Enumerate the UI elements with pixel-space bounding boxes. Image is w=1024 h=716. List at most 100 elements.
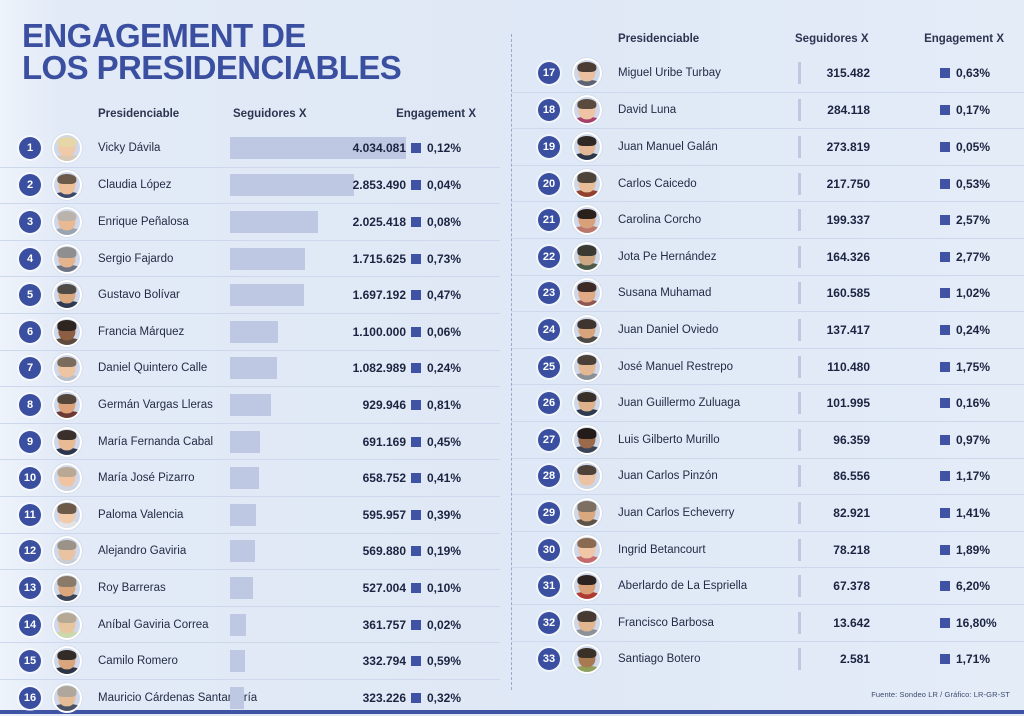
table-row[interactable]: 12 Alejandro Gaviria 569.880 0,19%: [0, 532, 500, 570]
header-presidenciable: Presidenciable: [98, 108, 180, 120]
engagement-cell: 1,75%: [940, 360, 990, 374]
followers-value: 1.697.192: [352, 288, 406, 303]
table-row[interactable]: 8 Germán Vargas Lleras 929.946 0,81%: [0, 386, 500, 423]
table-row[interactable]: 17 Miguel Uribe Turbay 315.482 0,63%: [512, 55, 1024, 92]
rank-badge: 24: [538, 318, 560, 341]
followers-bar: [798, 99, 801, 122]
followers-value: 13.642: [833, 615, 870, 630]
table-row[interactable]: 21 Carolina Corcho 199.337 2,57%: [512, 201, 1024, 238]
engagement-swatch-icon: [940, 178, 950, 189]
table-row[interactable]: 29 Juan Carlos Echeverry 82.921 1,41%: [512, 494, 1024, 531]
followers-value: 110.480: [827, 359, 870, 374]
engagement-value: 0,04%: [427, 178, 462, 193]
followers-value: 361.757: [362, 617, 406, 632]
followers-value: 160.585: [826, 286, 870, 301]
avatar: [572, 168, 602, 199]
table-row[interactable]: 23 Susana Muhamad 160.585 1,02%: [512, 274, 1024, 312]
engagement-cell: 2,77%: [940, 250, 990, 264]
followers-value: 527.004: [362, 580, 406, 595]
table-row[interactable]: 16 Mauricio Cárdenas Santamaría 323.226 0,3…: [0, 678, 500, 716]
engagement-swatch-icon: [411, 692, 421, 703]
rank-badge: 11: [19, 503, 41, 526]
table-row[interactable]: 26 Juan Guillermo Zuluaga 101.995 0,16%: [512, 384, 1024, 421]
table-row[interactable]: 18 David Luna 284.118 0,17%: [512, 91, 1024, 129]
avatar: [52, 353, 82, 384]
followers-bar-track: [230, 284, 406, 307]
engagement-value: 0,16%: [956, 396, 991, 411]
table-row[interactable]: 7 Daniel Quintero Calle 1.082.989 0,24%: [0, 349, 500, 387]
presidenciable-name: Luis Gilberto Murillo: [618, 433, 720, 446]
followers-bar: [798, 501, 801, 524]
table-row[interactable]: 4 Sergio Fajardo 1.715.625 0,73%: [0, 239, 500, 277]
left-column-header: Presidenciable Seguidores X Engagement X: [0, 108, 500, 130]
table-row[interactable]: 9 María Fernanda Cabal 691.169 0,45%: [0, 422, 500, 460]
engagement-swatch-icon: [940, 434, 950, 445]
engagement-cell: 0,81%: [411, 398, 461, 412]
avatar: [572, 571, 602, 602]
rank-badge: 7: [19, 357, 41, 380]
presidenciable-name: Ingrid Betancourt: [618, 543, 706, 556]
rank-badge: 3: [19, 210, 41, 233]
table-row[interactable]: 25 José Manuel Restrepo 110.480 1,75%: [512, 347, 1024, 385]
table-row[interactable]: 22 Jota Pe Hernández 164.326 2,77%: [512, 237, 1024, 275]
followers-bar-track: [798, 355, 820, 378]
engagement-swatch-icon: [411, 509, 421, 520]
followers-value: 67.378: [833, 579, 870, 594]
table-row[interactable]: 2 Claudia López 2.853.490 0,04%: [0, 166, 500, 204]
table-row[interactable]: 31 Aberlardo de La Espriella 67.378 6,20%: [512, 567, 1024, 604]
followers-bar: [230, 210, 319, 233]
avatar: [572, 534, 602, 565]
table-row[interactable]: 5 Gustavo Bolívar 1.697.192 0,47%: [0, 276, 500, 313]
presidenciable-name: Carlos Caicedo: [618, 177, 697, 190]
table-row[interactable]: 30 Ingrid Betancourt 78.218 1,89%: [512, 530, 1024, 568]
engagement-swatch-icon: [940, 105, 950, 116]
presidenciable-name: Susana Muhamad: [618, 287, 712, 300]
engagement-cell: 0,59%: [411, 654, 461, 668]
engagement-swatch-icon: [940, 581, 950, 592]
engagement-swatch-icon: [940, 68, 950, 79]
presidenciable-name: Aberlardo de La Espriella: [618, 580, 748, 593]
followers-bar-track: [230, 320, 406, 343]
table-row[interactable]: 10 María José Pizarro 658.752 0,41%: [0, 459, 500, 496]
table-row[interactable]: 28 Juan Carlos Pinzón 86.556 1,17%: [512, 457, 1024, 495]
table-row[interactable]: 24 Juan Daniel Oviedo 137.417 0,24%: [512, 311, 1024, 348]
avatar: [52, 243, 82, 274]
followers-bar-track: [798, 428, 820, 451]
table-row[interactable]: 1 Vicky Dávila 4.034.081 0,12%: [0, 130, 500, 167]
table-row[interactable]: 13 Roy Barreras 527.004 0,10%: [0, 569, 500, 606]
rank-badge: 29: [538, 501, 560, 524]
avatar: [52, 170, 82, 201]
table-row[interactable]: 15 Camilo Romero 332.794 0,59%: [0, 642, 500, 679]
table-row[interactable]: 20 Carlos Caicedo 217.750 0,53%: [512, 164, 1024, 202]
column-divider: [511, 34, 512, 690]
table-row[interactable]: 32 Francisco Barbosa 13.642 16,80%: [512, 603, 1024, 641]
table-row[interactable]: 3 Enrique Peñalosa 2.025.418 0,08%: [0, 203, 500, 240]
presidenciable-name: Alejandro Gaviria: [98, 545, 187, 558]
followers-value: 78.218: [833, 542, 870, 557]
table-row[interactable]: 11 Paloma Valencia 595.957 0,39%: [0, 495, 500, 533]
followers-bar: [798, 648, 801, 671]
followers-bar: [230, 576, 253, 599]
rank-badge: 9: [19, 430, 41, 453]
table-row[interactable]: 27 Luis Gilberto Murillo 96.359 0,97%: [512, 420, 1024, 458]
avatar: [572, 95, 602, 126]
table-row[interactable]: 19 Juan Manuel Galán 273.819 0,05%: [512, 128, 1024, 165]
table-row[interactable]: 33 Santiago Botero 2.581 1,71%: [512, 640, 1024, 678]
engagement-value: 1,75%: [956, 359, 991, 374]
table-row[interactable]: 14 Aníbal Gaviria Correa 361.757 0,02%: [0, 605, 500, 643]
avatar: [52, 389, 82, 420]
followers-value: 569.880: [362, 544, 406, 559]
header-seguidores: Seguidores X: [795, 33, 869, 45]
rank-badge: 28: [538, 465, 560, 488]
presidenciable-name: Juan Carlos Pinzón: [618, 470, 718, 483]
followers-bar: [798, 62, 801, 85]
followers-value: 273.819: [826, 139, 870, 154]
engagement-value: 2,77%: [956, 249, 991, 264]
engagement-cell: 0,24%: [411, 361, 461, 375]
engagement-value: 0,02%: [427, 617, 462, 632]
avatar: [52, 499, 82, 530]
followers-value: 164.326: [826, 249, 870, 264]
followers-value: 2.025.418: [352, 214, 406, 229]
table-row[interactable]: 6 Francia Márquez 1.100.000 0,06%: [0, 312, 500, 350]
followers-bar-track: [230, 210, 406, 233]
